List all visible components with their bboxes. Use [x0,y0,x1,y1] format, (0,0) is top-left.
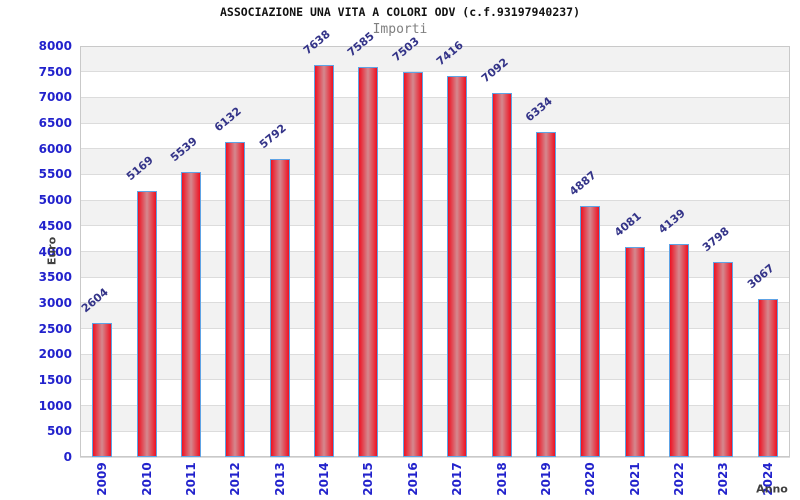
y-tick-label: 7500 [38,64,72,79]
gridline [80,71,790,73]
bar-2010 [136,191,157,457]
bar-2012 [225,141,246,457]
gridline [80,405,790,407]
x-tick-label: 2023 [716,462,731,496]
bar-2017 [447,76,468,457]
y-tick-label: 8000 [38,39,72,53]
bar-2023 [713,261,734,457]
gridline [80,173,790,175]
y-tick-label: 2000 [38,347,72,362]
x-tick-label: 2015 [361,462,376,496]
y-tick-label: 4500 [38,218,72,233]
y-axis-title: Euro [45,236,59,266]
x-tick-label: 2011 [183,462,198,496]
chart-title: ASSOCIAZIONE UNA VITA A COLORI ODV (c.f.… [219,5,581,19]
x-tick-label: 2018 [494,462,509,496]
y-tick-label: 1000 [38,398,72,413]
gridline [80,122,790,124]
bar-2019 [535,131,556,457]
gridline [80,302,790,304]
y-tick-label: 3500 [38,270,72,285]
gridline [80,251,790,252]
x-tick-label: 2014 [317,462,332,496]
plot-band [80,46,790,72]
gridline [80,430,790,432]
plot-frame [80,46,790,457]
bar-2020 [580,205,601,457]
y-tick-label: 0 [63,450,72,464]
x-tick-label: 2013 [272,462,287,496]
y-tick-label: 6000 [38,141,72,156]
y-tick-label: 1500 [38,372,72,387]
y-tick-label: 4000 [38,244,72,259]
x-tick-label: 2010 [139,462,154,496]
y-tick-label: 6500 [38,116,72,131]
bar-2016 [402,71,423,457]
x-tick-label: 2019 [538,462,553,496]
gridline [80,96,790,98]
x-tick-label: 2012 [228,462,243,496]
x-tick-label: 2021 [627,462,642,496]
bar-2011 [180,172,201,457]
plot-band [80,148,790,175]
bar-2024 [757,299,778,457]
y-tick-label: 7000 [38,90,72,105]
y-tick-label: 3000 [38,295,72,310]
bar-2014 [314,64,335,457]
x-tick-label: 2017 [450,462,465,496]
x-tick-label: 2022 [672,462,687,496]
x-tick-label: 2009 [95,462,110,496]
gridline [80,276,790,278]
chart-subtitle: Importi [372,22,428,37]
y-tick-label: 5500 [38,167,72,182]
bar-2021 [624,247,645,457]
plot-band [80,97,790,124]
gridline [80,225,790,227]
x-tick-label: 2016 [405,462,420,496]
bar-2009 [92,323,113,457]
bar-2018 [491,92,512,457]
gridline [80,148,790,150]
bar-2013 [269,159,290,457]
gridline [80,199,790,201]
x-tick-label: 2020 [583,462,598,496]
gridline [80,353,790,355]
bar-2015 [358,67,379,457]
y-tick-label: 5000 [38,193,72,208]
bar-2022 [669,244,690,457]
gridline [80,456,790,458]
y-tick-label: 2500 [38,321,72,336]
x-axis-title: Anno [756,482,788,496]
gridline [80,328,790,330]
y-tick-label: 500 [46,424,72,439]
plot-band [80,71,790,98]
plot-band [80,123,790,149]
gridline [80,379,790,381]
